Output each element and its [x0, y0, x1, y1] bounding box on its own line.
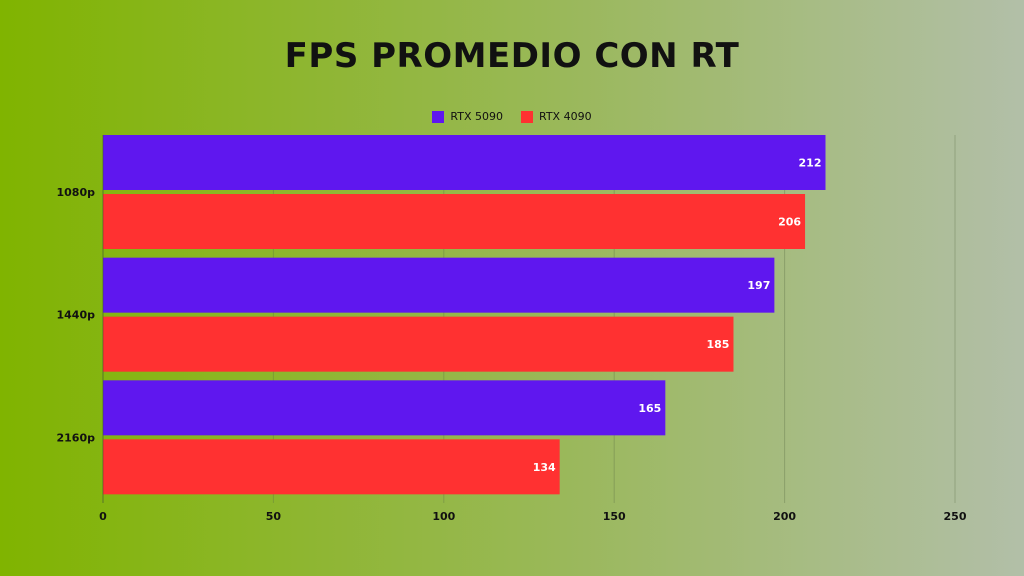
legend-label-rtx4090: RTX 4090 — [539, 110, 592, 123]
category-label-1440p: 1440p — [57, 309, 96, 322]
value-label-2160p-rtx4090: 134 — [533, 461, 556, 474]
x-tick-label-150: 150 — [603, 510, 626, 523]
x-tick-label-50: 50 — [266, 510, 282, 523]
x-tick-label-200: 200 — [773, 510, 796, 523]
value-label-2160p-rtx5090: 165 — [638, 402, 661, 415]
category-label-2160p: 2160p — [57, 431, 96, 444]
bar-1440p-rtx4090 — [103, 316, 734, 372]
x-tick-label-250: 250 — [944, 510, 967, 523]
bar-1440p-rtx5090 — [103, 257, 775, 313]
bar-2160p-rtx5090 — [103, 380, 666, 436]
x-tick-label-0: 0 — [99, 510, 107, 523]
legend: RTX 5090 RTX 4090 — [0, 110, 1024, 123]
category-label-1080p: 1080p — [57, 186, 96, 199]
value-label-1440p-rtx4090: 185 — [707, 338, 730, 351]
bar-1080p-rtx5090 — [103, 135, 826, 190]
legend-item-rtx5090: RTX 5090 — [432, 110, 503, 123]
legend-swatch-rtx4090 — [521, 110, 533, 123]
bar-2160p-rtx4090 — [103, 439, 560, 495]
value-label-1440p-rtx5090: 197 — [747, 279, 770, 292]
value-label-1080p-rtx5090: 212 — [799, 157, 822, 170]
value-label-1080p-rtx4090: 206 — [778, 216, 801, 229]
legend-swatch-rtx5090 — [432, 110, 445, 123]
legend-label-rtx5090: RTX 5090 — [450, 110, 503, 123]
chart-title: FPS PROMEDIO CON RT — [284, 36, 740, 76]
legend-item-rtx4090: RTX 4090 — [521, 110, 592, 123]
bar-1080p-rtx4090 — [103, 194, 806, 249]
x-tick-label-100: 100 — [432, 510, 455, 523]
